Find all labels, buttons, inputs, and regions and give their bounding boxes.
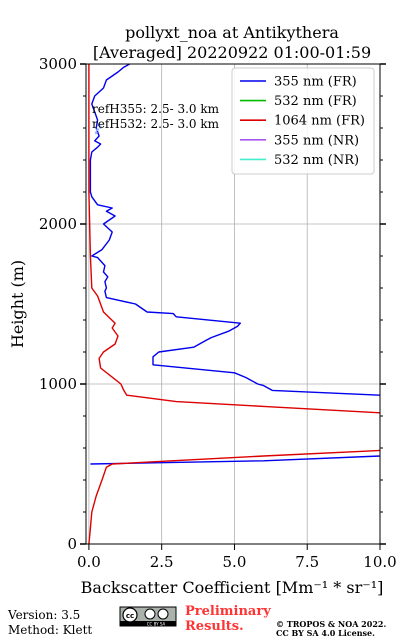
x-axis-label: Backscatter Coefficient [Mm⁻¹ * sr⁻¹] <box>81 578 384 597</box>
legend-entry-label: 355 nm (NR) <box>274 133 359 148</box>
svg-text:cc: cc <box>126 612 134 620</box>
y-tick-label: 3000 <box>39 55 77 73</box>
x-tick-label: 0.0 <box>77 553 101 571</box>
legend: 355 nm (FR) 532 nm (FR) 1064 nm (FR) 355 nm… <box>231 67 375 175</box>
series-marker-355-nr <box>99 125 102 129</box>
series-line-1064-nm-fr <box>88 64 380 544</box>
cc-circle-icon <box>122 607 138 623</box>
series-line-355-nm-fr <box>89 64 380 465</box>
cc-license-logo: cc CC BY SA <box>119 606 177 627</box>
preliminary-text: Preliminary <box>185 604 271 619</box>
legend-entry-label: 1064 nm (FR) <box>274 114 365 129</box>
plot-frame <box>85 63 381 545</box>
legend-entry-label: 532 nm (NR) <box>274 153 359 168</box>
annotation-refh532: refH532: 2.5- 3.0 km <box>92 117 220 131</box>
series-group <box>88 64 380 544</box>
by-person-icon <box>144 608 156 620</box>
results-text: Results. <box>185 619 244 634</box>
method-text: Method: Klett <box>8 623 92 637</box>
legend-entry-label: 532 nm (FR) <box>274 94 357 109</box>
copyright-line1: © TROPOS & NOA 2022. <box>276 619 386 629</box>
chart-title-line2: [Averaged] 20220922 01:00-01:59 <box>93 43 371 62</box>
chart-title-line1: pollyxt_noa at Antikythera <box>125 23 339 42</box>
legend-box <box>231 67 375 175</box>
y-axis-label: Height (m) <box>8 260 27 348</box>
series-marker-355-nr <box>94 131 98 135</box>
x-tick-label: 10.0 <box>363 553 396 571</box>
sa-share-icon <box>157 608 169 620</box>
y-tick-label: 0 <box>67 535 77 553</box>
legend-entry-label: 355 nm (FR) <box>274 75 357 90</box>
x-tick-label: 7.5 <box>295 553 319 571</box>
y-tick-label: 2000 <box>39 215 77 233</box>
series-marker-355-nr <box>96 128 100 132</box>
copyright-line2: CC BY SA 4.0 License. <box>276 628 375 638</box>
annotation-refh355: refH355: 2.5- 3.0 km <box>92 102 220 116</box>
series-marker-355-nr <box>97 123 101 127</box>
x-tick-label: 5.0 <box>223 553 247 571</box>
x-tick-label: 2.5 <box>150 553 174 571</box>
axis-ticks: 0.0 2.5 5.0 7.5 10.0 0 1000 2000 3000 <box>39 55 397 571</box>
cc-badge-text: CC BY SA <box>147 622 166 627</box>
y-tick-label: 1000 <box>39 375 77 393</box>
version-text: Version: 3.5 <box>7 608 80 622</box>
